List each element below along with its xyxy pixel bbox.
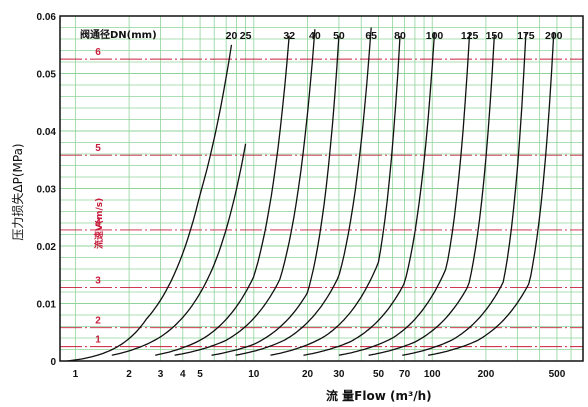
horizontal-grid: [60, 27, 583, 350]
dn-curve: [338, 33, 471, 356]
dn-label: 200: [545, 30, 563, 42]
x-tick-label: 200: [478, 369, 495, 380]
velocity-lines: [60, 58, 583, 348]
dn-curve: [211, 36, 340, 356]
velocity-label: 3: [95, 275, 101, 286]
y-tick-label: 0.02: [37, 242, 57, 253]
dn-labels: 20 25 32 40 50 65 80 100 125 150 175 200: [226, 30, 563, 42]
dn-curve: [368, 34, 496, 356]
plot-frame: [59, 15, 584, 362]
x-tick-label: 30: [333, 369, 345, 380]
velocity-label: 4: [95, 218, 101, 229]
dn-curve: [235, 27, 372, 356]
x-tick-label: 50: [373, 369, 385, 380]
x-tick-label: 10: [248, 369, 260, 380]
dn-label: 40: [309, 30, 321, 42]
dn-curves: [67, 27, 555, 362]
velocity-title: 流速V(m/s): [93, 198, 105, 249]
dn-label: 175: [517, 30, 535, 42]
dn-curve: [303, 32, 436, 356]
dn-curve: [428, 32, 555, 356]
x-tick-label: 1: [73, 369, 79, 380]
y-tick-label: 0.05: [37, 70, 57, 81]
y-tick-labels: 0 0.01 0.02 0.03 0.04 0.05 0.06: [37, 12, 57, 368]
x-tick-label: 20: [302, 369, 314, 380]
dn-curve: [155, 35, 290, 356]
dn-label: 32: [283, 30, 295, 42]
y-tick-label: 0: [50, 357, 56, 368]
velocity-label: 1: [95, 335, 101, 346]
x-tick-label: 500: [549, 369, 566, 380]
y-tick-label: 0.01: [37, 300, 57, 311]
x-axis-title: 流 量Flow (m³/h): [326, 388, 432, 403]
dn-label: 65: [365, 30, 377, 42]
velocity-label: 2: [95, 316, 101, 327]
dn-label: 80: [394, 30, 406, 42]
y-tick-label: 0.04: [37, 127, 57, 138]
y-axis-title: 压力损失ΔP(MPa): [10, 143, 25, 240]
x-tick-labels: 1 2 3 4 5 10 20 30 50 70 100 200 500: [73, 369, 566, 380]
y-tick-label: 0.03: [37, 185, 57, 196]
y-tick-label: 0.06: [37, 12, 57, 23]
dn-label: 50: [333, 30, 345, 42]
velocity-labels: 1 2 3 4 5 6: [95, 47, 101, 346]
dn-label: 25: [240, 30, 252, 42]
velocity-label: 6: [95, 47, 101, 58]
dn-curve: [270, 36, 401, 356]
dn-curve: [402, 33, 527, 356]
dn-label: 100: [426, 30, 444, 42]
x-tick-label: 70: [399, 369, 411, 380]
dn-label: 150: [486, 30, 504, 42]
x-tick-label: 4: [180, 369, 186, 380]
dn-curve: [174, 29, 316, 356]
x-tick-label: 5: [197, 369, 203, 380]
dn-curve: [67, 44, 233, 362]
dn-label: 20: [226, 30, 238, 42]
x-tick-label: 2: [126, 369, 132, 380]
x-tick-label: 100: [424, 369, 441, 380]
x-tick-label: 3: [158, 369, 164, 380]
velocity-label: 5: [95, 143, 101, 154]
dn-label: 125: [461, 30, 479, 42]
dn-title: 阀通径DN(mm): [80, 28, 157, 41]
dn-curve: [111, 143, 247, 356]
